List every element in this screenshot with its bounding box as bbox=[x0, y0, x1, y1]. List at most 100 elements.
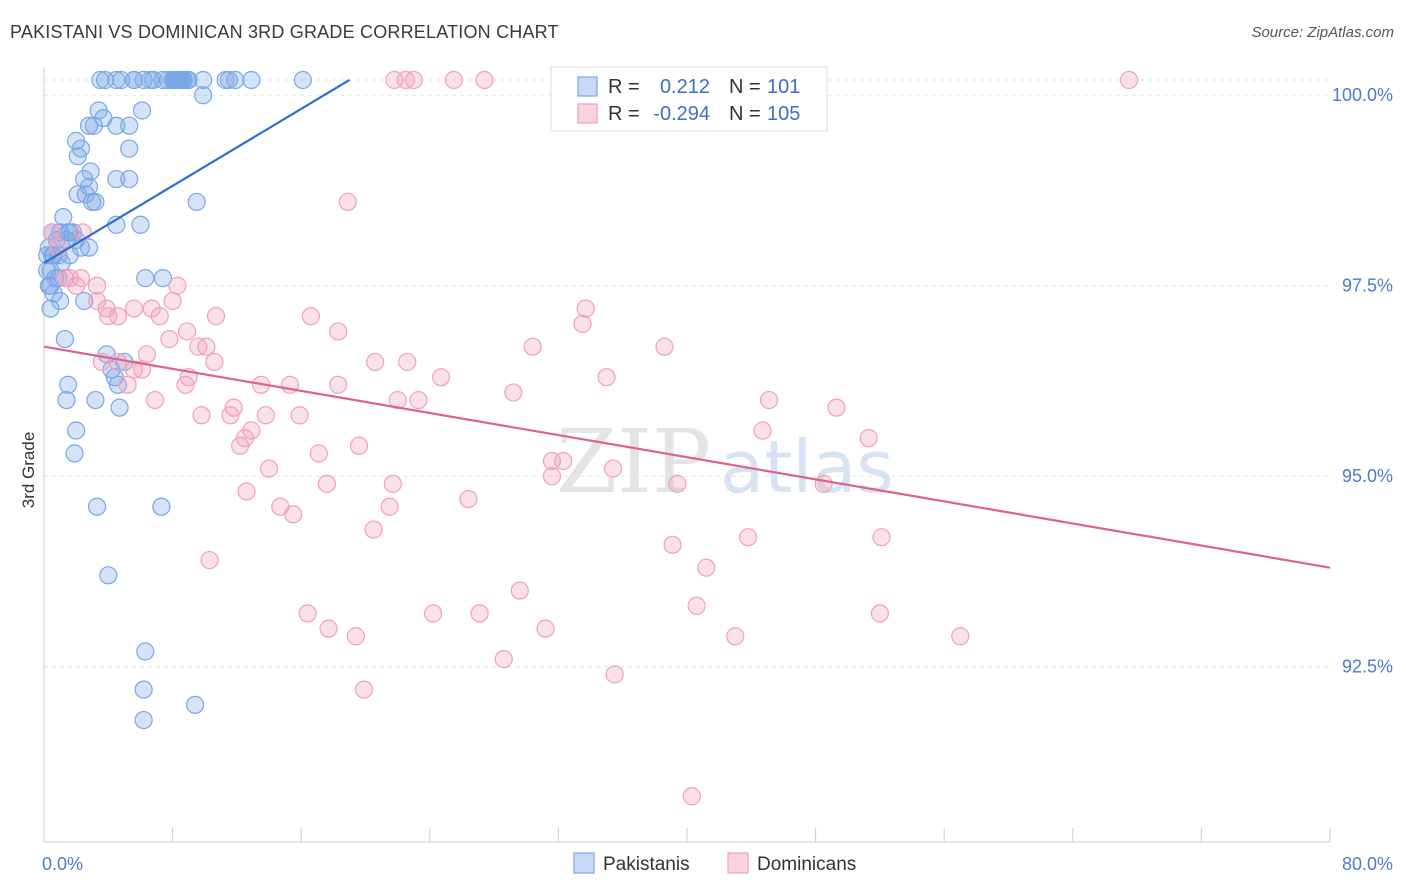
point-dominicans-16 bbox=[87, 291, 107, 311]
y-axis-label: 3rd Grade bbox=[19, 432, 38, 509]
point-pakistanis-19 bbox=[293, 70, 312, 90]
point-dominicans-27 bbox=[329, 322, 348, 341]
point-dominicans-48 bbox=[409, 390, 428, 410]
point-pakistanis-61 bbox=[50, 291, 70, 311]
point-dominicans-8 bbox=[42, 223, 62, 242]
point-dominicans-25 bbox=[150, 307, 169, 326]
point-pakistanis-72 bbox=[86, 390, 105, 410]
point-pakistanis-86 bbox=[173, 70, 192, 90]
point-dominicans-52 bbox=[290, 406, 309, 425]
point-dominicans-91 bbox=[346, 627, 365, 646]
point-pakistanis-76 bbox=[87, 497, 107, 516]
series-pakistanis bbox=[38, 70, 312, 730]
point-pakistanis-71 bbox=[57, 390, 76, 410]
point-pakistanis-78 bbox=[99, 566, 118, 585]
point-pakistanis-62 bbox=[75, 291, 94, 311]
point-dominicans-88 bbox=[870, 604, 890, 623]
point-dominicans-76 bbox=[284, 505, 303, 524]
point-pakistanis-24 bbox=[79, 116, 99, 135]
point-pakistanis-30 bbox=[68, 147, 87, 166]
y-tick-label-0: 100.0% bbox=[1332, 85, 1393, 105]
point-dominicans-46 bbox=[504, 383, 523, 402]
point-pakistanis-95 bbox=[84, 116, 103, 135]
bottom-legend-label-pakistanis: Pakistanis bbox=[603, 854, 690, 875]
point-dominicans-73 bbox=[459, 490, 478, 509]
point-dominicans-15 bbox=[163, 291, 182, 311]
legend-n-value-dominicans: 105 bbox=[767, 103, 800, 125]
point-dominicans-14 bbox=[168, 276, 187, 295]
point-dominicans-21 bbox=[206, 307, 226, 326]
bottom-legend-swatch-pakistanis bbox=[573, 852, 595, 874]
legend-n-label-pakistanis: N = bbox=[729, 76, 761, 98]
point-dominicans-19 bbox=[124, 299, 144, 318]
point-pakistanis-42 bbox=[131, 215, 150, 234]
point-pakistanis-33 bbox=[107, 169, 126, 189]
point-pakistanis-39 bbox=[187, 192, 206, 212]
point-dominicans-12 bbox=[67, 276, 86, 295]
point-pakistanis-77 bbox=[152, 497, 171, 516]
point-dominicans-79 bbox=[872, 528, 891, 547]
point-dominicans-49 bbox=[759, 390, 779, 410]
point-dominicans-67 bbox=[542, 467, 562, 486]
point-dominicans-96 bbox=[354, 680, 373, 699]
legend-swatch-pakistanis bbox=[577, 76, 598, 97]
grid-lines bbox=[44, 79, 1330, 668]
point-pakistanis-94 bbox=[76, 185, 95, 204]
point-dominicans-87 bbox=[298, 604, 317, 623]
point-dominicans-97 bbox=[682, 787, 701, 806]
point-pakistanis-20 bbox=[194, 86, 213, 105]
point-dominicans-89 bbox=[536, 619, 555, 638]
point-pakistanis-82 bbox=[134, 710, 153, 730]
point-dominicans-77 bbox=[364, 520, 383, 539]
watermark-zip: ZIP bbox=[556, 410, 711, 513]
trendline-dominicans bbox=[43, 345, 1331, 569]
point-dominicans-53 bbox=[192, 406, 211, 425]
point-dominicans-13 bbox=[87, 276, 107, 295]
point-dominicans-90 bbox=[319, 619, 338, 638]
point-dominicans-57 bbox=[753, 421, 772, 440]
point-dominicans-7 bbox=[338, 192, 357, 212]
point-dominicans-6 bbox=[1119, 70, 1139, 90]
point-dominicans-55 bbox=[256, 406, 275, 425]
point-pakistanis-18 bbox=[242, 70, 261, 90]
point-dominicans-84 bbox=[687, 596, 706, 615]
point-dominicans-82 bbox=[697, 558, 716, 577]
point-dominicans-26 bbox=[177, 322, 197, 341]
legend-swatch-dominicans bbox=[577, 103, 598, 124]
point-pakistanis-100 bbox=[144, 70, 163, 90]
point-pakistanis-17 bbox=[226, 70, 245, 90]
point-pakistanis-2 bbox=[107, 70, 126, 90]
point-dominicans-65 bbox=[603, 459, 623, 478]
point-pakistanis-70 bbox=[59, 375, 78, 394]
x-tick-label-0: 0.0% bbox=[42, 854, 83, 874]
point-dominicans-42 bbox=[329, 375, 348, 394]
bottom-legend-swatch-dominicans bbox=[727, 852, 749, 874]
point-pakistanis-38 bbox=[86, 192, 105, 212]
point-dominicans-72 bbox=[237, 482, 256, 501]
point-pakistanis-63 bbox=[41, 299, 60, 318]
axes bbox=[43, 68, 1331, 843]
point-pakistanis-3 bbox=[112, 70, 131, 90]
point-pakistanis-98 bbox=[158, 70, 177, 90]
point-dominicans-78 bbox=[738, 528, 758, 547]
point-dominicans-31 bbox=[655, 337, 674, 356]
point-dominicans-32 bbox=[205, 352, 224, 372]
point-pakistanis-22 bbox=[132, 101, 152, 120]
point-pakistanis-5 bbox=[134, 70, 153, 90]
point-dominicans-24 bbox=[573, 314, 592, 333]
point-dominicans-56 bbox=[242, 421, 261, 440]
point-pakistanis-57 bbox=[136, 269, 155, 288]
point-dominicans-23 bbox=[576, 299, 595, 318]
point-pakistanis-92 bbox=[63, 223, 83, 242]
point-dominicans-4 bbox=[475, 70, 494, 90]
point-dominicans-3 bbox=[444, 70, 464, 90]
y-tick-label-1: 97.5% bbox=[1342, 276, 1393, 296]
point-pakistanis-29 bbox=[120, 139, 139, 158]
legend-r-value-dominicans: -0.294 bbox=[653, 103, 710, 125]
point-dominicans-64 bbox=[554, 451, 573, 471]
point-pakistanis-26 bbox=[120, 116, 139, 135]
point-dominicans-54 bbox=[221, 406, 240, 425]
tick-labels: 100.0% 97.5% 95.0% 92.5% 0.0% 80.0% bbox=[42, 85, 1393, 874]
point-dominicans-80 bbox=[663, 535, 682, 554]
